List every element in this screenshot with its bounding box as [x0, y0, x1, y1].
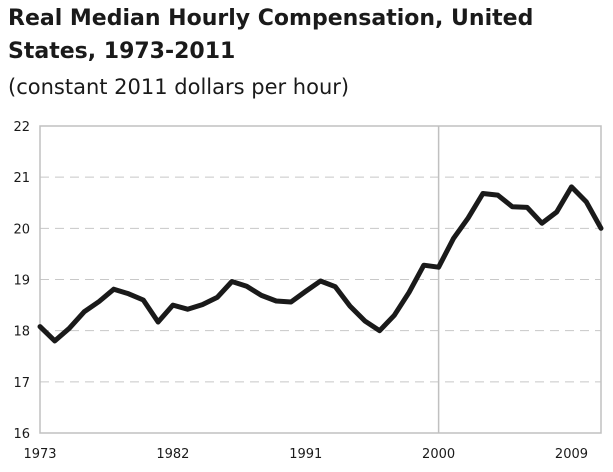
series-line: [37, 184, 604, 344]
y-tick-label-17: 17: [13, 376, 30, 391]
chart-title: Real Median Hourly Compensation, United …: [8, 6, 534, 64]
y-tick-label-19: 19: [13, 274, 30, 289]
y-tick-label-22: 22: [13, 120, 30, 135]
y-tick-label-18: 18: [13, 325, 30, 340]
x-tick-label-2009: 2009: [555, 447, 588, 462]
gridlines: [40, 176, 601, 383]
x-tick-label-2000: 2000: [422, 447, 455, 462]
y-tick-label-20: 20: [13, 222, 30, 237]
plot-frame: [39, 125, 602, 434]
x-tick-label-1982: 1982: [156, 447, 189, 462]
x-tick-label-1991: 1991: [289, 447, 322, 462]
x-tick-label-1973: 1973: [23, 447, 56, 462]
y-tick-label-21: 21: [13, 171, 30, 186]
chart-subtitle: (constant 2011 dollars per hour): [8, 75, 350, 99]
x-axis-ticks: 1973 1982 1991 2000 2009: [23, 447, 588, 462]
y-tick-label-16: 16: [13, 427, 30, 442]
y-axis-ticks: 16 17 18 19 20 21 22: [13, 120, 30, 442]
